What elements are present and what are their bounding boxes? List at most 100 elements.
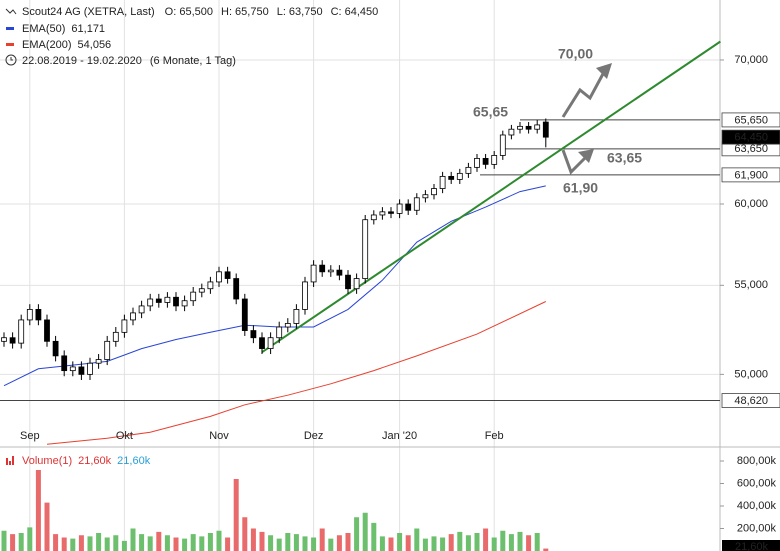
candle-body xyxy=(198,288,205,293)
volume-tick-label: 400,00k xyxy=(737,500,777,512)
volume-bar xyxy=(242,517,248,551)
x-tick-label: Jan '20 xyxy=(382,430,417,442)
volume-bar xyxy=(61,537,67,551)
candle-body xyxy=(525,125,532,130)
volume-bar xyxy=(534,533,540,551)
candle-body xyxy=(491,155,498,165)
volume-bar xyxy=(35,470,41,551)
chart-icon xyxy=(5,8,17,15)
candle-body xyxy=(345,274,351,290)
grid xyxy=(0,0,720,551)
legend-name: EMA(50) xyxy=(22,23,65,35)
volume-bar xyxy=(18,533,24,551)
candle-body xyxy=(112,331,119,342)
volume-bar xyxy=(431,536,437,551)
volume-bar xyxy=(276,538,282,551)
level-label: 61,900 xyxy=(734,169,768,181)
volume-bar xyxy=(293,534,299,551)
candle-body xyxy=(534,124,541,130)
candle-body xyxy=(276,326,283,339)
y-tick-label: 55,000 xyxy=(734,279,768,291)
volume-bar xyxy=(517,531,523,551)
candle-body xyxy=(121,319,128,333)
candle-body xyxy=(138,305,145,314)
volume-bar xyxy=(345,533,351,551)
level-label: 65,650 xyxy=(734,114,768,126)
ohlc: L: 63,750 xyxy=(277,6,323,18)
candle-body xyxy=(422,194,429,199)
volume-bar xyxy=(130,528,136,551)
candle-body xyxy=(379,211,386,216)
legend-entry: EMA(200) 54,056 xyxy=(22,39,111,51)
volume-last-box xyxy=(722,540,780,551)
candle-body xyxy=(69,366,76,372)
legend-value: 61,171 xyxy=(71,23,105,35)
annotation: 63,65 xyxy=(607,150,642,166)
volume-bar xyxy=(250,528,256,551)
candle-body xyxy=(1,337,7,342)
volume-bar xyxy=(1,530,7,551)
volume-bar xyxy=(397,533,403,551)
candle-body xyxy=(319,264,326,273)
legend-entry: EMA(50) 61,171 xyxy=(22,23,105,35)
candle-body xyxy=(155,298,162,303)
period: 22.08.2019 - 19.02.2020 (6 Monate, 1 Tag) xyxy=(22,55,236,67)
volume-bar xyxy=(285,533,291,551)
volume-bar xyxy=(164,535,170,551)
volume-bar xyxy=(465,535,471,551)
ohlc: H: 65,750 xyxy=(221,6,269,18)
candle-body xyxy=(26,309,33,321)
volume-bar xyxy=(543,548,549,551)
candle-body xyxy=(104,340,111,360)
arrow-down xyxy=(561,149,588,175)
candle-body xyxy=(87,362,93,375)
candle-body xyxy=(396,203,403,214)
volume-bar xyxy=(190,534,196,551)
volume-legend: Volume(1) 21,60k 21,60k xyxy=(22,455,151,467)
candle-body xyxy=(44,319,50,342)
candle-body xyxy=(439,175,446,189)
candle-body xyxy=(465,166,472,174)
last-price-label: 64,450 xyxy=(734,132,768,144)
volume-bar xyxy=(96,533,102,551)
volume-bar xyxy=(207,533,213,551)
candle-body xyxy=(284,323,291,328)
volume-bar xyxy=(104,537,110,551)
icon-bar xyxy=(9,461,11,465)
candle-body xyxy=(250,330,257,339)
volume-bar xyxy=(474,533,480,551)
volume-last-label: 21,60k xyxy=(735,541,769,551)
candle-body xyxy=(233,278,240,300)
y-tick-label: 70,000 xyxy=(734,54,768,66)
level-box xyxy=(721,167,780,183)
volume-bar xyxy=(491,537,497,551)
volume-bar xyxy=(311,537,317,551)
icon-bar xyxy=(12,456,14,465)
candle-body xyxy=(173,296,179,307)
candle-body xyxy=(52,340,59,357)
volume-bar xyxy=(113,535,119,551)
candle-body xyxy=(482,158,489,165)
volume-bar xyxy=(483,528,489,551)
arrow-head xyxy=(578,149,594,163)
candle-body xyxy=(405,203,412,211)
period-range: 22.08.2019 - 19.02.2020 xyxy=(22,55,142,67)
candle-body xyxy=(431,188,437,196)
ohlc: O: 65,500 xyxy=(165,6,213,18)
candle-body xyxy=(190,291,197,302)
volume-bar xyxy=(405,535,411,551)
volume-bar xyxy=(508,534,514,551)
period-note: (6 Monate, 1 Tag) xyxy=(150,55,236,67)
candle-body xyxy=(216,271,222,283)
candle-body xyxy=(448,175,455,180)
volume-bar xyxy=(156,531,162,551)
candle-body xyxy=(35,309,42,321)
candle-body xyxy=(95,359,102,364)
volume-bar xyxy=(440,537,446,551)
volume-bar xyxy=(27,527,33,551)
volume-bar xyxy=(87,536,93,551)
level-label: 63,650 xyxy=(734,143,768,155)
volume-icon xyxy=(6,456,14,465)
level-box xyxy=(721,112,780,128)
candle-body xyxy=(293,309,300,324)
